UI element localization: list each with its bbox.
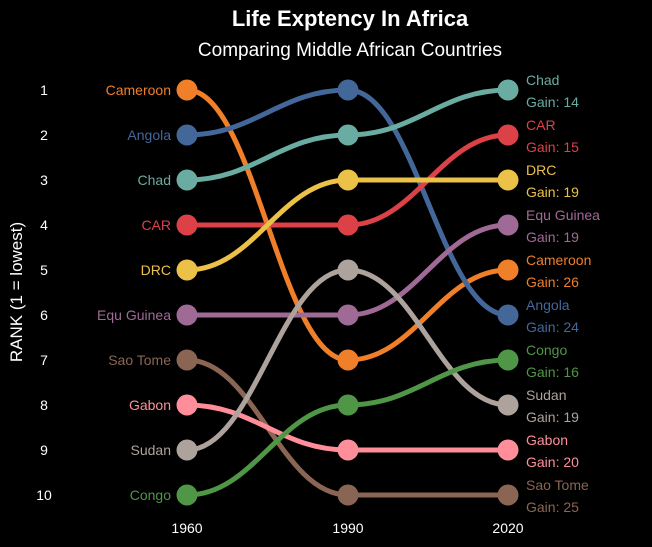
y-axis-label: RANK (1 = lowest)	[7, 222, 26, 362]
y-tick-label: 3	[40, 172, 48, 188]
point-sudan-1990	[337, 259, 359, 281]
right-label-chad: Chad	[526, 72, 559, 88]
series-line-sao-tome	[184, 357, 511, 498]
x-axis: 1960 1990 2020	[171, 520, 523, 536]
point-gabon-1990	[337, 439, 359, 461]
series-line-cameroon	[184, 87, 511, 363]
y-tick-label: 4	[40, 217, 48, 233]
point-sao-tome-1990	[337, 484, 359, 506]
point-drc-1960	[176, 259, 198, 281]
point-congo-1960	[176, 484, 198, 506]
right-label-sao-tome: Sao Tome	[526, 477, 589, 493]
y-tick-label: 6	[40, 307, 48, 323]
series-lines	[184, 87, 511, 498]
point-chad-2020	[497, 79, 519, 101]
right-label-drc: DRC	[526, 162, 556, 178]
gain-label-cameroon: Gain: 26	[526, 274, 579, 290]
y-tick-label: 9	[40, 442, 48, 458]
point-car-2020	[497, 124, 519, 146]
point-equ-guinea-2020	[497, 214, 519, 236]
gain-label-angola: Gain: 24	[526, 319, 579, 335]
point-cameroon-1990	[337, 349, 359, 371]
left-label-gabon: Gabon	[129, 397, 171, 413]
right-label-sudan: Sudan	[526, 387, 566, 403]
point-drc-2020	[497, 169, 519, 191]
point-car-1960	[176, 214, 198, 236]
point-angola-1960	[176, 124, 198, 146]
point-congo-1990	[337, 394, 359, 416]
point-sao-tome-1960	[176, 349, 198, 371]
gain-label-congo: Gain: 16	[526, 364, 579, 380]
right-label-congo: Congo	[526, 342, 567, 358]
x-tick-label: 1990	[332, 520, 363, 536]
x-tick-label: 2020	[492, 520, 523, 536]
point-gabon-1960	[176, 394, 198, 416]
left-label-equ-guinea: Equ Guinea	[97, 307, 171, 323]
left-label-sudan: Sudan	[131, 442, 171, 458]
gain-label-drc: Gain: 19	[526, 184, 579, 200]
point-sudan-2020	[497, 394, 519, 416]
point-chad-1960	[176, 169, 198, 191]
y-tick-label: 10	[36, 487, 52, 503]
point-car-1990	[337, 214, 359, 236]
gain-label-car: Gain: 15	[526, 139, 579, 155]
gain-label-equ-guinea: Gain: 19	[526, 229, 579, 245]
series-points	[176, 79, 519, 506]
point-equ-guinea-1960	[176, 304, 198, 326]
left-label-sao-tome: Sao Tome	[108, 352, 171, 368]
left-label-angola: Angola	[127, 127, 171, 143]
gain-label-gabon: Gain: 20	[526, 454, 579, 470]
point-gabon-2020	[497, 439, 519, 461]
point-sao-tome-2020	[497, 484, 519, 506]
y-tick-label: 2	[40, 127, 48, 143]
point-cameroon-1960	[176, 79, 198, 101]
left-label-car: CAR	[141, 217, 171, 233]
y-tick-label: 7	[40, 352, 48, 368]
left-label-chad: Chad	[138, 172, 171, 188]
y-tick-label: 1	[40, 82, 48, 98]
series-labels: Cameroon Cameroon Gain: 26 Angola Angola Gain…	[97, 72, 600, 515]
gain-label-sudan: Gain: 19	[526, 409, 579, 425]
gain-label-chad: Gain: 14	[526, 94, 579, 110]
chart-subtitle: Comparing Middle African Countries	[198, 40, 502, 61]
gain-label-sao-tome: Gain: 25	[526, 499, 579, 515]
y-axis: 1 2 3 4 5 6 7 8 9 10	[36, 82, 52, 503]
point-chad-1990	[337, 124, 359, 146]
left-label-cameroon: Cameroon	[106, 82, 171, 98]
point-angola-1990	[337, 79, 359, 101]
y-tick-label: 8	[40, 397, 48, 413]
right-label-car: CAR	[526, 117, 556, 133]
point-angola-2020	[497, 304, 519, 326]
y-tick-label: 5	[40, 262, 48, 278]
series-line-angola	[184, 87, 511, 318]
right-label-cameroon: Cameroon	[526, 252, 591, 268]
x-tick-label: 1960	[171, 520, 202, 536]
right-label-equ-guinea: Equ Guinea	[526, 207, 600, 223]
point-sudan-1960	[176, 439, 198, 461]
left-label-congo: Congo	[130, 487, 171, 503]
left-label-drc: DRC	[141, 262, 171, 278]
right-label-angola: Angola	[526, 297, 570, 313]
chart-title: Life Exptency In Africa	[232, 6, 469, 31]
point-drc-1990	[337, 169, 359, 191]
point-cameroon-2020	[497, 259, 519, 281]
point-congo-2020	[497, 349, 519, 371]
point-equ-guinea-1990	[337, 304, 359, 326]
right-label-gabon: Gabon	[526, 432, 568, 448]
